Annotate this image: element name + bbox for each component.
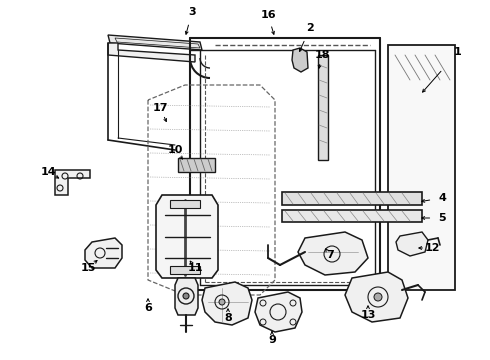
Polygon shape <box>178 158 215 172</box>
Text: 7: 7 <box>326 250 334 260</box>
Polygon shape <box>292 48 308 72</box>
Text: 5: 5 <box>438 213 446 223</box>
Text: 6: 6 <box>144 303 152 313</box>
Text: 8: 8 <box>224 313 232 323</box>
Polygon shape <box>282 210 422 222</box>
Text: 3: 3 <box>188 7 196 17</box>
Polygon shape <box>396 232 428 256</box>
Text: 14: 14 <box>40 167 56 177</box>
Text: 17: 17 <box>152 103 168 113</box>
Polygon shape <box>388 45 455 290</box>
Polygon shape <box>318 55 328 160</box>
Polygon shape <box>175 278 198 315</box>
Text: 1: 1 <box>454 47 462 57</box>
Text: 11: 11 <box>187 263 203 273</box>
Text: 16: 16 <box>260 10 276 20</box>
Text: 9: 9 <box>268 335 276 345</box>
Polygon shape <box>255 292 302 332</box>
Text: 15: 15 <box>80 263 96 273</box>
Text: 12: 12 <box>424 243 440 253</box>
Circle shape <box>374 293 382 301</box>
Polygon shape <box>170 266 200 274</box>
Polygon shape <box>156 195 218 278</box>
Polygon shape <box>85 238 122 268</box>
Polygon shape <box>298 232 368 275</box>
Polygon shape <box>108 43 195 62</box>
Text: 2: 2 <box>306 23 314 33</box>
Polygon shape <box>345 272 408 322</box>
Polygon shape <box>55 170 90 195</box>
Polygon shape <box>202 282 252 325</box>
Text: 13: 13 <box>360 310 376 320</box>
Circle shape <box>183 293 189 299</box>
Text: 18: 18 <box>314 50 330 60</box>
Polygon shape <box>108 35 202 50</box>
Circle shape <box>219 299 225 305</box>
Polygon shape <box>282 192 422 205</box>
Polygon shape <box>170 200 200 208</box>
Text: 4: 4 <box>438 193 446 203</box>
Text: 10: 10 <box>167 145 183 155</box>
